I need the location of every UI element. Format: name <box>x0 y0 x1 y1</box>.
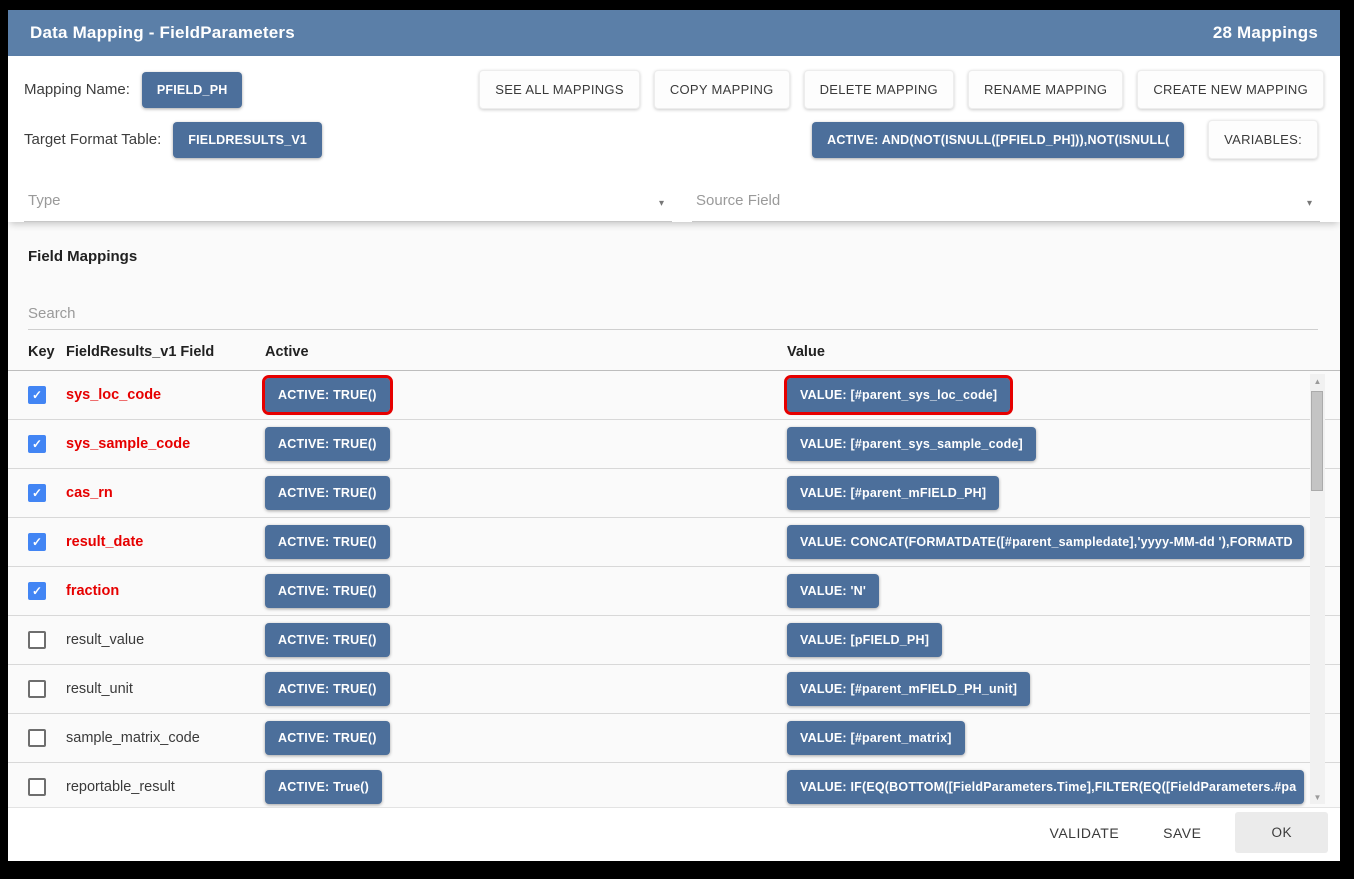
type-select-placeholder: Type <box>28 192 61 209</box>
type-select[interactable]: Type ▾ <box>24 186 672 222</box>
value-button[interactable]: VALUE: [pFIELD_PH] <box>787 623 943 657</box>
active-button[interactable]: ACTIVE: TRUE() <box>265 672 390 706</box>
column-header-value: Value <box>787 344 825 360</box>
footer: VALIDATE SAVE OK <box>8 807 1340 861</box>
table-row: ✓ fraction ACTIVE: TRUE() VALUE: 'N' <box>8 567 1340 616</box>
active-button[interactable]: ACTIVE: TRUE() <box>265 721 390 755</box>
scroll-up-icon[interactable]: ▲ <box>1313 376 1322 386</box>
value-button[interactable]: VALUE: [#parent_sys_loc_code] <box>783 375 1014 415</box>
target-format-row: Target Format Table: FIELDRESULTS_V1 ACT… <box>22 120 1324 159</box>
see-all-mappings-button[interactable]: SEE ALL MAPPINGS <box>479 70 640 109</box>
target-format-table-chip[interactable]: FIELDRESULTS_V1 <box>173 121 323 158</box>
table-row: result_value ACTIVE: TRUE() VALUE: [pFIE… <box>8 616 1340 665</box>
field-mappings-heading: Field Mappings <box>28 248 138 265</box>
active-button[interactable]: ACTIVE: TRUE() <box>265 623 390 657</box>
data-mapping-dialog: Data Mapping - FieldParameters 28 Mappin… <box>8 10 1340 861</box>
dialog-title: Data Mapping - FieldParameters <box>30 23 295 42</box>
table-row: ✓ cas_rn ACTIVE: TRUE() VALUE: [#parent_… <box>8 469 1340 518</box>
search-input[interactable] <box>28 305 1318 322</box>
field-name: sys_sample_code <box>66 436 191 452</box>
delete-mapping-button[interactable]: DELETE MAPPING <box>803 70 954 109</box>
value-button[interactable]: VALUE: [#parent_mFIELD_PH] <box>787 476 1000 510</box>
scrollbar-thumb[interactable] <box>1311 391 1323 491</box>
active-button[interactable]: ACTIVE: TRUE() <box>265 427 390 461</box>
table-body-wrap: ✓ sys_loc_code ACTIVE: TRUE() VALUE: [#p… <box>8 371 1340 807</box>
key-checkbox[interactable]: ✓ <box>28 484 46 502</box>
table-row: sample_matrix_code ACTIVE: TRUE() VALUE:… <box>8 714 1340 763</box>
source-field-select[interactable]: Source Field ▾ <box>692 186 1320 222</box>
table-row: ✓ sys_loc_code ACTIVE: TRUE() VALUE: [#p… <box>8 371 1340 420</box>
field-mappings-panel: Field Mappings Key FieldResults_v1 Field… <box>8 222 1340 807</box>
value-button[interactable]: VALUE: [#parent_matrix] <box>787 721 965 755</box>
active-button[interactable]: ACTIVE: TRUE() <box>265 525 390 559</box>
table-header: Key FieldResults_v1 Field Active Value <box>8 330 1340 371</box>
validate-button[interactable]: VALIDATE <box>1032 815 1138 851</box>
mapping-name-label: Mapping Name: <box>24 81 130 98</box>
field-name: fraction <box>66 583 120 599</box>
table-row: ✓ sys_sample_code ACTIVE: TRUE() VALUE: … <box>8 420 1340 469</box>
mapping-name-chip[interactable]: PFIELD_PH <box>141 71 243 108</box>
active-button[interactable]: ACTIVE: TRUE() <box>265 476 390 510</box>
save-button[interactable]: SAVE <box>1145 815 1219 851</box>
active-button[interactable]: ACTIVE: TRUE() <box>265 574 390 608</box>
value-button[interactable]: VALUE: CONCAT(FORMATDATE([#parent_sample… <box>787 525 1304 559</box>
key-checkbox[interactable]: ✓ <box>28 386 46 404</box>
key-checkbox[interactable]: ✓ <box>28 582 46 600</box>
mappings-count: 28 Mappings <box>1212 23 1318 42</box>
mapping-name-row: Mapping Name: PFIELD_PH SEE ALL MAPPINGS… <box>22 70 1324 109</box>
chevron-down-icon: ▾ <box>1306 198 1312 209</box>
field-name: result_value <box>66 632 145 648</box>
rename-mapping-button[interactable]: RENAME MAPPING <box>967 70 1124 109</box>
filters-row: Type ▾ Source Field ▾ <box>22 170 1324 222</box>
value-button[interactable]: VALUE: IF(EQ(BOTTOM([FieldParameters.Tim… <box>787 770 1304 804</box>
key-checkbox[interactable] <box>28 729 46 747</box>
key-checkbox[interactable]: ✓ <box>28 435 46 453</box>
value-button[interactable]: VALUE: [#parent_mFIELD_PH_unit] <box>787 672 1031 706</box>
key-checkbox[interactable] <box>28 631 46 649</box>
search-field <box>28 305 1318 330</box>
vertical-scrollbar[interactable]: ▲ ▼ <box>1310 374 1325 804</box>
field-name: result_date <box>66 534 144 550</box>
active-button[interactable]: ACTIVE: TRUE() <box>262 375 393 415</box>
title-bar: Data Mapping - FieldParameters 28 Mappin… <box>8 10 1340 56</box>
table-row: reportable_result ACTIVE: True() VALUE: … <box>8 763 1340 807</box>
top-section: Mapping Name: PFIELD_PH SEE ALL MAPPINGS… <box>8 56 1340 222</box>
column-header-key: Key <box>28 344 55 360</box>
table-row: ✓ result_date ACTIVE: TRUE() VALUE: CONC… <box>8 518 1340 567</box>
key-checkbox[interactable] <box>28 680 46 698</box>
active-button[interactable]: ACTIVE: True() <box>265 770 382 804</box>
ok-button[interactable]: OK <box>1235 812 1328 853</box>
create-new-mapping-button[interactable]: CREATE NEW MAPPING <box>1137 70 1324 109</box>
table-row: result_unit ACTIVE: TRUE() VALUE: [#pare… <box>8 665 1340 714</box>
key-checkbox[interactable]: ✓ <box>28 533 46 551</box>
copy-mapping-button[interactable]: COPY MAPPING <box>653 70 790 109</box>
field-name: sample_matrix_code <box>66 730 200 746</box>
key-checkbox[interactable] <box>28 778 46 796</box>
active-formula-button[interactable]: ACTIVE: AND(NOT(ISNULL([PFIELD_PH])),NOT… <box>812 121 1185 158</box>
field-name: result_unit <box>66 681 133 697</box>
chevron-down-icon: ▾ <box>658 198 664 209</box>
column-header-field: FieldResults_v1 Field <box>66 344 215 360</box>
field-mappings-table-body: ✓ sys_loc_code ACTIVE: TRUE() VALUE: [#p… <box>8 371 1340 807</box>
value-button[interactable]: VALUE: 'N' <box>787 574 880 608</box>
variables-button[interactable]: VARIABLES: <box>1208 120 1318 159</box>
source-field-placeholder: Source Field <box>696 192 781 209</box>
column-header-active: Active <box>265 344 309 360</box>
field-name: reportable_result <box>66 779 175 795</box>
value-button[interactable]: VALUE: [#parent_sys_sample_code] <box>787 427 1036 461</box>
field-name: sys_loc_code <box>66 387 162 403</box>
target-format-table-label: Target Format Table: <box>24 131 162 148</box>
scroll-down-icon[interactable]: ▼ <box>1313 792 1322 802</box>
field-name: cas_rn <box>66 485 113 501</box>
